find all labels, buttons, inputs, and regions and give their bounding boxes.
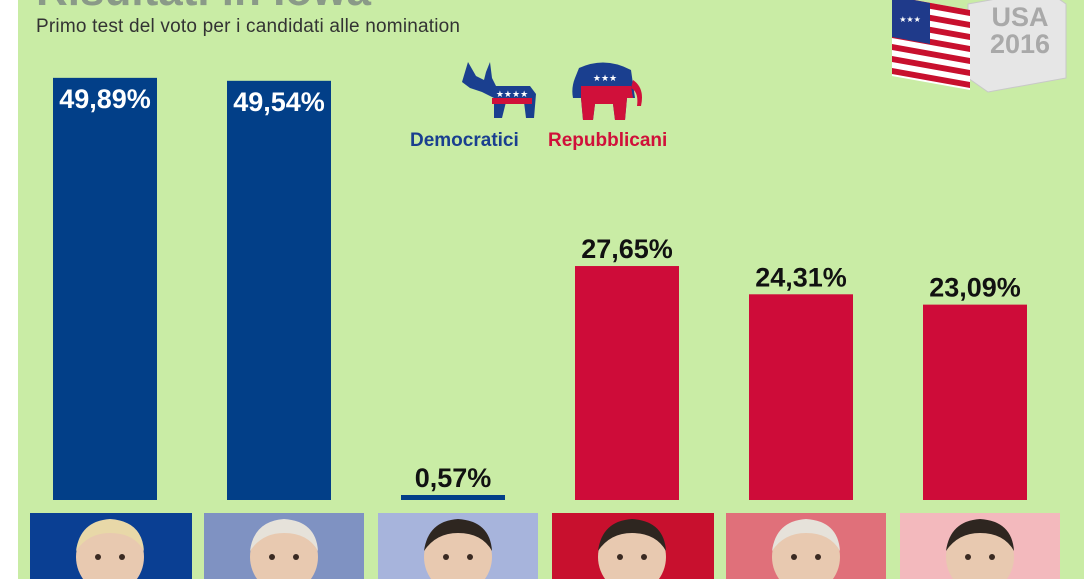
bar-chart: 49,89% 49,54% 0,57% 27,65% 24,31% 23,09% bbox=[53, 77, 1027, 501]
donkey-icon: ★★★★ bbox=[462, 62, 536, 118]
party-legend: ★★★★ ★★★ Democratici Repubblicani bbox=[410, 58, 700, 158]
candidate-photos bbox=[30, 513, 1084, 579]
candidate-photo-6 bbox=[900, 513, 1060, 579]
candidate-photo-5 bbox=[726, 513, 886, 579]
bar-republican-6 bbox=[923, 304, 1027, 500]
legend-republicans: Repubblicani bbox=[548, 130, 668, 151]
bar-democrat-1 bbox=[53, 77, 157, 500]
bar-value-label-6: 23,09% bbox=[929, 273, 1021, 303]
bar-democrat-3 bbox=[401, 495, 505, 500]
legend-democrats: Democratici bbox=[410, 130, 519, 151]
chart-title: Risultati in Iowa bbox=[36, 0, 371, 16]
bar-value-label-5: 24,31% bbox=[755, 262, 847, 292]
bar-republican-5 bbox=[749, 294, 853, 500]
usa-2016-badge: ★★★ USA 2016 bbox=[890, 0, 1070, 94]
chart-subtitle: Primo test del voto per i candidati alle… bbox=[36, 16, 461, 37]
bar-democrat-2 bbox=[227, 80, 331, 501]
candidate-photo-4 bbox=[552, 513, 714, 579]
chart-panel: Risultati in Iowa Primo test del voto pe… bbox=[18, 0, 1084, 579]
svg-text:★★★: ★★★ bbox=[593, 74, 617, 84]
candidate-photo-3 bbox=[378, 513, 538, 579]
us-flag-icon: ★★★ bbox=[892, 0, 970, 90]
svg-text:★★★★: ★★★★ bbox=[496, 90, 528, 100]
candidate-photo-2 bbox=[204, 513, 364, 579]
elephant-icon: ★★★ bbox=[572, 62, 642, 120]
svg-text:★★★: ★★★ bbox=[899, 15, 921, 24]
bar-value-label-4: 27,65% bbox=[581, 234, 673, 264]
badge-label: USA 2016 bbox=[989, 2, 1051, 59]
bar-value-label-3: 0,57% bbox=[415, 463, 492, 493]
bar-value-label-2: 49,54% bbox=[233, 87, 325, 117]
bar-republican-4 bbox=[575, 266, 679, 500]
candidate-photo-1 bbox=[30, 513, 192, 579]
bar-value-label-1: 49,89% bbox=[59, 84, 151, 114]
